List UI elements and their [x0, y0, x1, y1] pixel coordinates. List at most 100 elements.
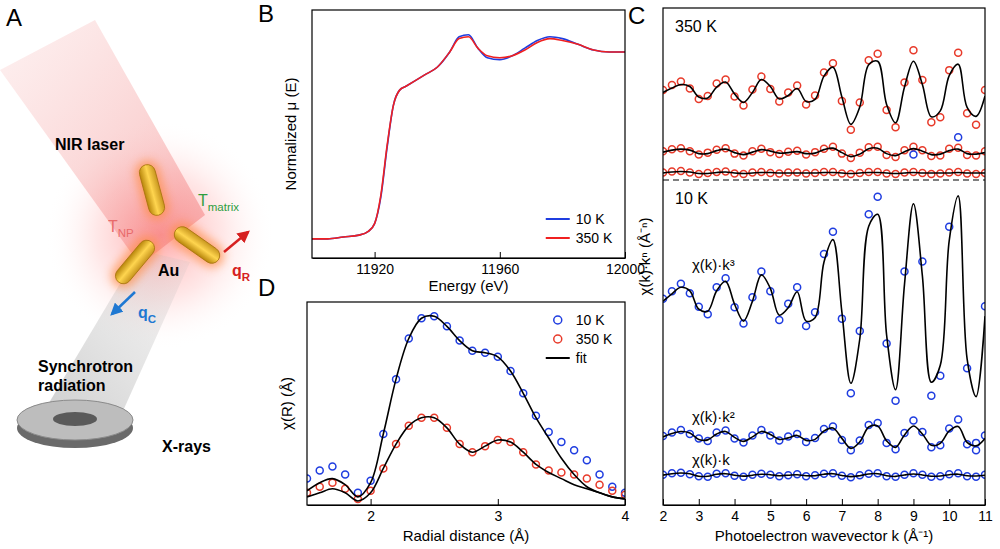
x-axis-title: Radial distance (Å) — [403, 527, 530, 544]
legend: 10 K 350 K — [546, 211, 613, 246]
data-point — [928, 119, 935, 126]
x-tick-mark — [371, 499, 372, 505]
t-np-label-main: T — [108, 218, 118, 235]
data-point — [571, 447, 578, 454]
plot-frame — [312, 10, 625, 258]
group-label: 350 K — [675, 18, 717, 35]
panel-d: 234Radial distance (Å)χ(R) (Å)D10 K350 K… — [258, 274, 630, 544]
x-tick: 2 — [367, 499, 375, 524]
t-matrix-label-sub: matrix — [208, 201, 240, 213]
x-tick: 7 — [838, 499, 846, 524]
legend-item: 10 K — [546, 211, 605, 227]
qr-label-main: q — [232, 262, 242, 279]
nanorod-body — [112, 237, 158, 287]
data-point — [910, 417, 917, 424]
x-tick-mark — [735, 499, 736, 505]
x-tick: 4 — [622, 499, 630, 524]
nanorod-body — [138, 163, 167, 217]
nanorod — [107, 231, 164, 292]
x-tick-mark — [842, 499, 843, 505]
x-axis: 234567891011 — [660, 499, 993, 524]
qr-label: qR — [232, 262, 251, 283]
legend-swatch — [554, 316, 562, 324]
panel-letter: A — [6, 4, 22, 31]
series-line — [663, 425, 985, 448]
series-label: χ(k)·k — [692, 451, 730, 468]
series-label: χ(k)·k³ — [692, 256, 735, 273]
data-point — [874, 193, 881, 200]
source-label: Synchrotronradiation — [38, 358, 133, 394]
data-point — [558, 439, 565, 446]
group-separator — [663, 179, 985, 180]
data-point — [740, 152, 747, 159]
data-point — [892, 397, 899, 404]
data-point — [955, 49, 962, 56]
x-tick-label: 4 — [622, 508, 630, 524]
legend-label: 350 K — [576, 331, 613, 347]
x-tick-label: 5 — [767, 508, 775, 524]
qr-label-sub: R — [242, 271, 251, 283]
qc-label: qC — [138, 304, 156, 325]
x-tick: 9 — [910, 499, 918, 524]
x-axis-line — [664, 505, 986, 506]
legend-item: 350 K — [554, 331, 613, 347]
data-point — [803, 323, 810, 330]
data-point — [892, 124, 899, 131]
data-point — [609, 487, 616, 494]
x-tick-label: 6 — [803, 508, 811, 524]
x-tick-label: 11920 — [356, 261, 394, 277]
x-tick-mark — [375, 252, 376, 258]
data-point — [316, 467, 323, 474]
x-tick: 2 — [660, 499, 668, 524]
x-tick: 3 — [494, 499, 502, 524]
x-tick-mark — [625, 499, 626, 505]
data-point — [910, 151, 917, 158]
particle-label: Au — [158, 262, 179, 279]
x-tick-label: 9 — [910, 508, 918, 524]
ring-hole — [53, 412, 97, 426]
data-point — [596, 481, 603, 488]
series-line — [663, 61, 985, 125]
t-np-label-sub: NP — [118, 227, 134, 239]
nanorod — [133, 158, 172, 222]
arrow-qr — [224, 232, 248, 252]
data-point — [919, 258, 926, 265]
data-point — [583, 457, 590, 464]
legend: 10 K350 Kfit — [546, 312, 613, 366]
series-line — [663, 196, 985, 397]
x-tick: 10 — [942, 499, 958, 524]
data-point — [865, 211, 872, 218]
x-tick: 11 — [978, 499, 993, 524]
data-point — [558, 469, 565, 476]
legend-swatch — [546, 218, 570, 220]
nanorod-glow — [107, 231, 164, 292]
x-tick-label: 7 — [838, 508, 846, 524]
x-tick-mark — [663, 499, 664, 505]
x-tick-mark — [878, 499, 879, 505]
x-tick: 3 — [695, 499, 703, 524]
x-tick-mark — [699, 499, 700, 505]
data-point — [677, 280, 684, 287]
data-point — [803, 151, 810, 158]
source-label-line: radiation — [38, 377, 106, 394]
data-point — [928, 170, 935, 177]
arrow-qc — [112, 292, 135, 314]
data-point — [874, 50, 881, 57]
x-tick: 4 — [731, 499, 739, 524]
x-tick: 11960 — [481, 252, 519, 277]
data-point — [677, 145, 684, 152]
legend-label: 10 K — [576, 312, 605, 328]
data-point — [329, 479, 336, 486]
x-tick-mark — [500, 252, 501, 258]
legend-item: 350 K — [546, 230, 613, 246]
legend-label: 10 K — [576, 211, 605, 227]
data-point — [973, 447, 980, 454]
x-tick-mark — [913, 499, 914, 505]
series-line — [307, 417, 625, 501]
data-point — [973, 170, 980, 177]
data-point — [901, 268, 908, 275]
x-tick-label: 10 — [942, 508, 958, 524]
data-point — [794, 284, 801, 291]
data-point — [928, 392, 935, 399]
legend-item: 10 K — [554, 312, 605, 328]
